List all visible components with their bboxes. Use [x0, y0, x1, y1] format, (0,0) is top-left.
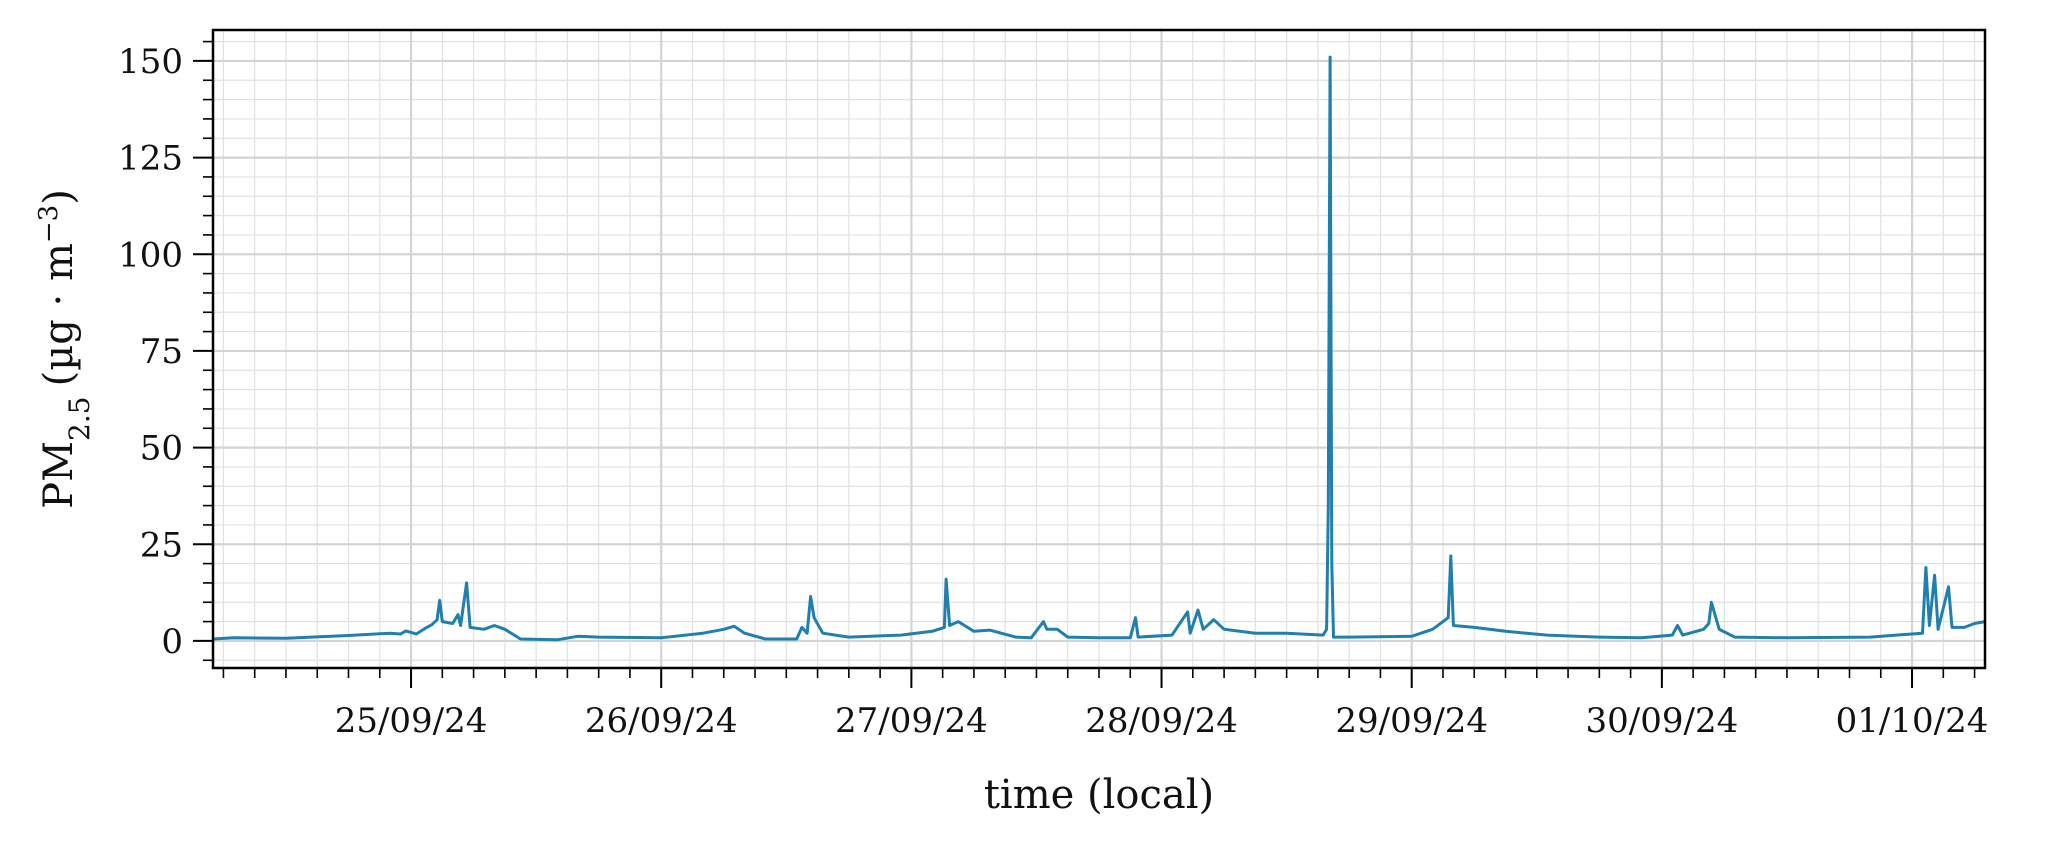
y-tick-label: 50: [140, 429, 183, 469]
y-axis-title-unit-close: ): [36, 189, 82, 205]
x-tick-label: 27/09/24: [835, 701, 988, 741]
y-tick-label: 75: [140, 332, 183, 372]
x-tick-label: 30/09/24: [1586, 701, 1739, 741]
y-tick-label: 100: [118, 235, 183, 275]
y-tick-label: 150: [118, 42, 183, 82]
series-line-0: [212, 55, 1986, 642]
series-layer: [212, 55, 1986, 642]
y-axis-ticks: 0 25 50 75 100 125 150: [118, 40, 213, 662]
y-tick-label: 125: [118, 139, 183, 179]
y-axis-title-subscript: 2.5: [63, 396, 96, 441]
x-tick-label: 29/09/24: [1335, 701, 1488, 741]
x-tick-label: 01/10/24: [1836, 701, 1989, 741]
y-axis-title-unit-open: (µg · m: [36, 243, 82, 386]
y-tick-label: 25: [140, 525, 183, 565]
y-axis-title-unit-exponent: −3: [34, 205, 64, 243]
y-axis-title-main: PM: [36, 441, 82, 509]
y-axis-title: PM2.5 (µg · m−3): [34, 189, 96, 509]
y-tick-label: 0: [161, 622, 183, 662]
x-tick-label: 26/09/24: [585, 701, 738, 741]
x-tick-label: 25/09/24: [335, 701, 488, 741]
grid-minor-lines: [213, 30, 1985, 668]
grid-major-lines: [213, 30, 1985, 668]
x-tick-label: 28/09/24: [1085, 701, 1238, 741]
x-axis-ticks: 25/09/24 26/09/24 27/09/24 28/09/24 29/09/24…: [222, 668, 1989, 741]
x-axis-title: time (local): [984, 772, 1214, 818]
